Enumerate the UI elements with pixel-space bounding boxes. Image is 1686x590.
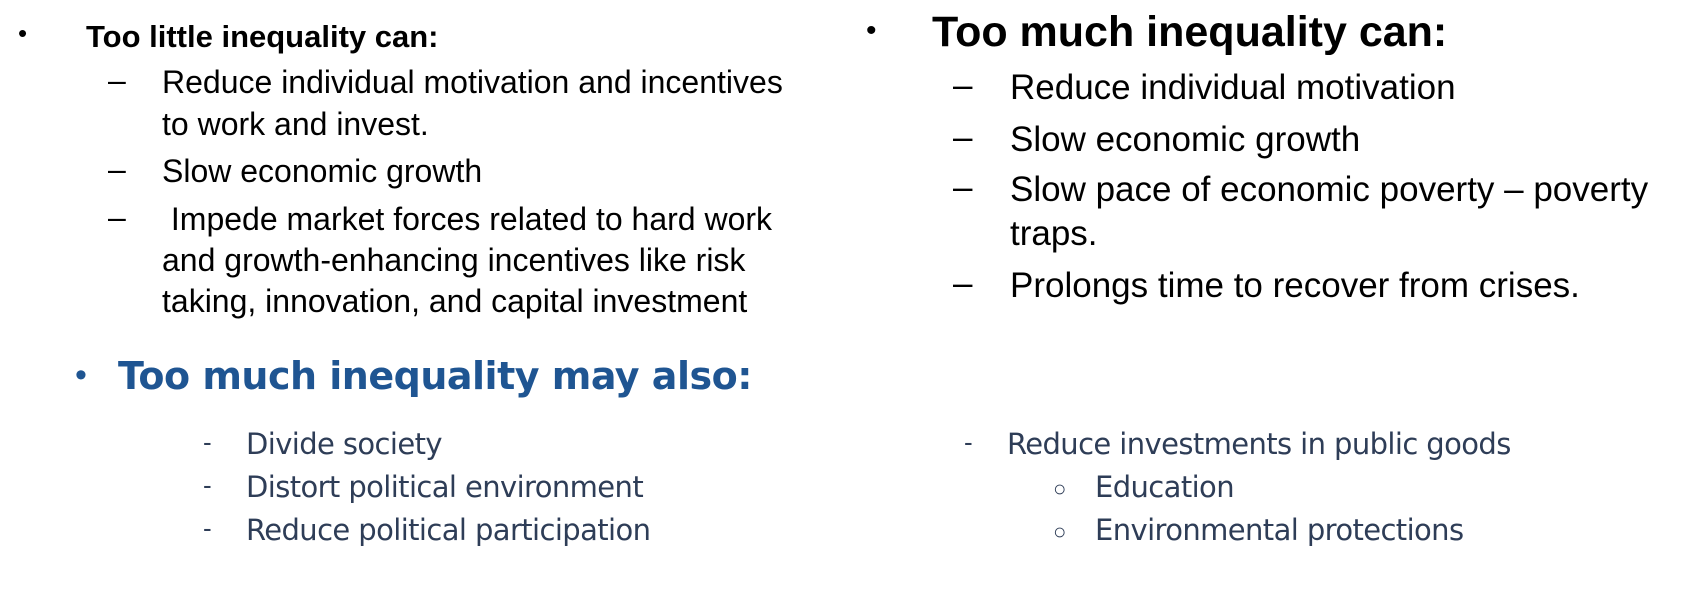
right-item-3-dash: – (953, 168, 973, 207)
right-item-2-dash: – (953, 118, 973, 157)
right-item-3-line-2: traps. (1010, 214, 1098, 253)
left-item-1-line-2: to work and invest. (162, 106, 429, 142)
left-item-2-line-1: Slow economic growth (162, 153, 483, 189)
left-item-3-line-2: and growth-enhancing incentives like ris… (162, 242, 746, 278)
bottom-right-subitem-1-circle: ○ (1053, 476, 1067, 501)
bottom-left-item-1: Divide society (246, 427, 443, 461)
left-item-1-line-1: Reduce individual motivation and incenti… (162, 64, 783, 100)
bottom-heading-bullet: • (75, 356, 87, 394)
bottom-left-item-3: Reduce political participation (246, 513, 651, 547)
bottom-left-item-3-hyphen: - (203, 513, 212, 543)
right-item-2-line-1: Slow economic growth (1010, 120, 1361, 159)
bottom-right-subitem-1: Education (1095, 470, 1235, 504)
right-heading: Too much inequality can: (932, 8, 1448, 56)
right-item-3-line-1: Slow pace of economic poverty – poverty (1010, 170, 1649, 209)
bottom-left-item-1-hyphen: - (203, 427, 212, 457)
right-heading-bullet: • (866, 14, 877, 47)
left-item-3-line-3: taking, innovation, and capital investme… (162, 283, 748, 319)
right-item-4-dash: – (953, 264, 973, 303)
left-item-1-dash: – (108, 62, 126, 98)
bottom-left-item-2-hyphen: - (203, 470, 212, 500)
bottom-heading: Too much inequality may also: (118, 354, 752, 398)
bottom-right-subitem-2-circle: ○ (1053, 519, 1067, 544)
bottom-right-item: Reduce investments in public goods (1007, 427, 1511, 461)
bottom-right-item-hyphen: - (964, 427, 973, 457)
bottom-left-item-2: Distort political environment (246, 470, 644, 504)
left-heading: Too little inequality can: (86, 19, 439, 54)
bottom-right-subitem-2: Environmental protections (1095, 513, 1464, 547)
left-item-2-dash: – (108, 151, 126, 187)
right-item-1-dash: – (953, 66, 973, 105)
left-item-3-dash: – (108, 199, 126, 235)
left-heading-bullet: • (18, 18, 28, 48)
left-item-3-line-1: Impede market forces related to hard wor… (162, 201, 773, 237)
right-item-4-line-1: Prolongs time to recover from crises. (1010, 266, 1580, 305)
right-item-1-line-1: Reduce individual motivation (1010, 68, 1456, 107)
